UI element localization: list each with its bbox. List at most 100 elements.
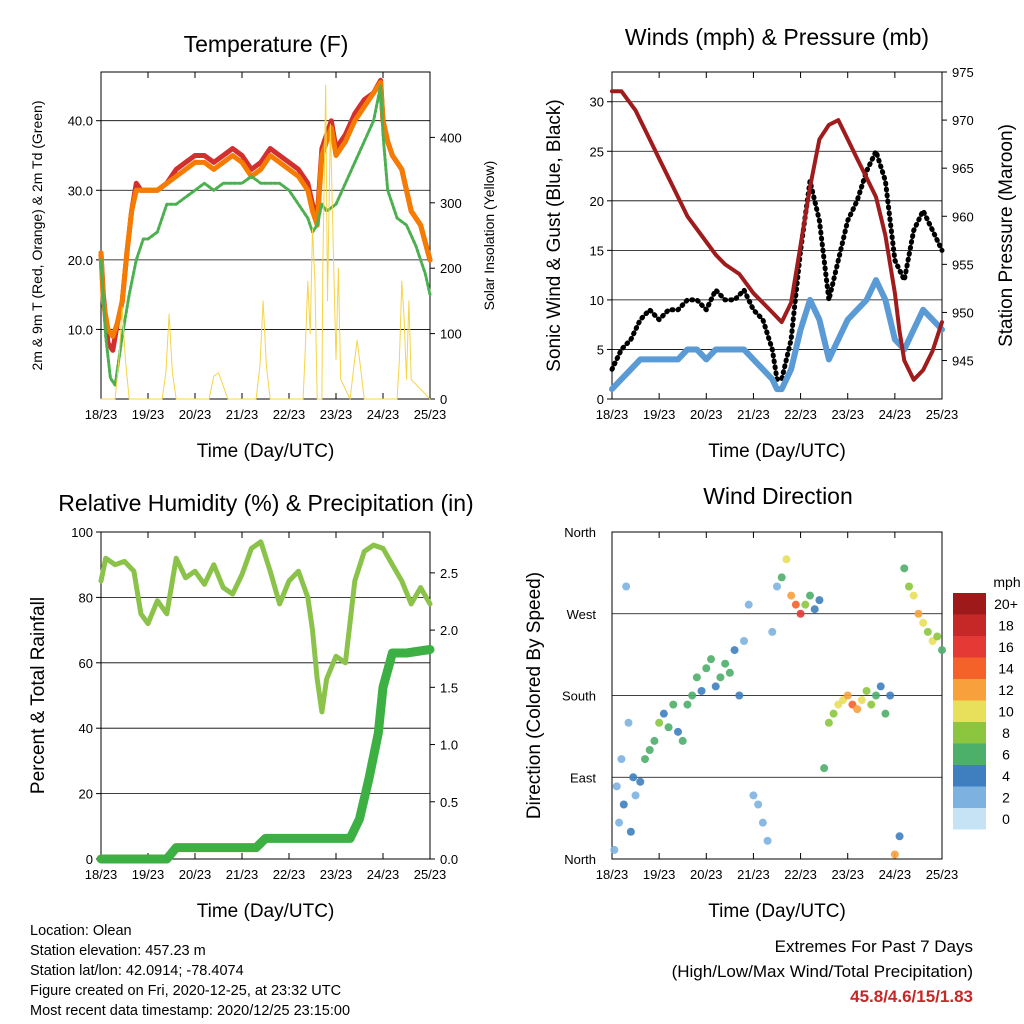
plot-frame xyxy=(611,531,943,860)
y2-tick-label: 970 xyxy=(952,113,974,128)
y-tick-label: 0 xyxy=(86,852,93,867)
x-tick-label: 21/23 xyxy=(737,867,770,882)
y-axis-label: Direction (Colored By Speed) xyxy=(524,572,545,819)
x-tick-label: 21/23 xyxy=(737,407,770,422)
direction-point xyxy=(886,691,895,700)
x-tick-label: 18/23 xyxy=(596,407,629,422)
y-tick-label: South xyxy=(562,689,596,704)
direction-point xyxy=(615,818,624,827)
direction-point xyxy=(631,791,640,800)
y2-tick-label: 975 xyxy=(952,65,974,80)
direction-point xyxy=(857,696,866,705)
direction-point xyxy=(619,800,628,809)
y-tick-label: 30.0 xyxy=(68,183,93,198)
direction-point xyxy=(688,691,697,700)
direction-point xyxy=(787,591,796,600)
station-location: Location: Olean xyxy=(30,923,132,939)
direction-point xyxy=(758,818,767,827)
x-tick-label: 18/23 xyxy=(85,407,118,422)
direction-point xyxy=(674,727,682,736)
y-tick-label: 5 xyxy=(597,342,604,357)
x-tick-label: 25/23 xyxy=(414,407,447,422)
direction-point xyxy=(923,627,932,636)
direction-point xyxy=(697,686,706,695)
colorbar-label: 18 xyxy=(998,617,1014,633)
y2-axis-label: Station Pressure (Maroon) xyxy=(996,124,1017,347)
recent-timestamp: Most recent data timestamp: 2020/12/25 2… xyxy=(30,1003,351,1019)
x-tick-label: 20/23 xyxy=(690,867,723,882)
direction-point xyxy=(725,668,734,677)
y2-tick-label: 1.0 xyxy=(440,738,458,753)
y-tick-label: 100 xyxy=(71,525,93,540)
direction-point xyxy=(707,655,715,664)
direction-point xyxy=(744,600,753,609)
x-axis-label: Time (Day/UTC) xyxy=(197,441,335,462)
direction-point xyxy=(810,605,819,614)
series-pressure xyxy=(610,89,944,382)
x-tick-label: 25/23 xyxy=(926,407,959,422)
colorbar-label: 16 xyxy=(998,639,1014,655)
colorbar-swatch xyxy=(953,593,986,615)
direction-point xyxy=(933,632,942,641)
direction-point xyxy=(777,573,786,582)
direction-point xyxy=(721,659,730,668)
y-axis-label: 2m & 9m T (Red, Orange) & 2m Td (Green) xyxy=(29,101,45,371)
colorbar-swatch xyxy=(953,786,986,808)
y-tick-label: 60 xyxy=(79,656,93,671)
direction-point xyxy=(702,664,711,673)
y2-tick-label: 0.0 xyxy=(440,852,458,867)
plot-frame xyxy=(611,71,943,400)
series-gust xyxy=(609,148,945,382)
direction-point xyxy=(655,718,664,727)
x-tick-label: 22/23 xyxy=(273,407,306,422)
series-solar xyxy=(100,84,431,400)
direction-point xyxy=(678,736,687,745)
colorbar-label: 4 xyxy=(1002,768,1010,784)
x-tick-label: 23/23 xyxy=(831,407,864,422)
direction-point xyxy=(735,691,744,700)
extremes-values: 45.8/4.6/15/1.83 xyxy=(850,987,973,1006)
direction-point xyxy=(612,782,621,791)
colorbar-swatch xyxy=(953,722,986,744)
colorbar-label: 10 xyxy=(998,703,1014,719)
direction-point xyxy=(629,773,638,782)
y-tick-label: 40.0 xyxy=(68,114,93,129)
direction-point xyxy=(768,627,777,636)
x-tick-label: 24/23 xyxy=(879,407,912,422)
direction-point xyxy=(900,564,909,573)
direction-point xyxy=(782,555,791,564)
direction-point xyxy=(645,746,654,754)
y-tick-label: 20.0 xyxy=(68,253,93,268)
y-tick-label: 20 xyxy=(79,787,93,802)
series-rh xyxy=(98,539,433,715)
direction-point xyxy=(796,609,805,618)
y2-tick-label: 0 xyxy=(440,392,447,407)
y2-tick-label: 1.5 xyxy=(440,680,458,695)
extremes-title: Extremes For Past 7 Days xyxy=(774,937,973,956)
series-precip xyxy=(96,645,435,864)
colorbar-label: 6 xyxy=(1002,746,1010,762)
plot-frame xyxy=(100,531,431,860)
colorbar-unit: mph xyxy=(993,574,1020,590)
y-tick-label: 10 xyxy=(590,293,604,308)
x-tick-label: 21/23 xyxy=(226,407,259,422)
direction-point xyxy=(773,582,781,591)
x-tick-label: 21/23 xyxy=(226,867,259,882)
series-temp9m xyxy=(98,79,433,339)
direction-point xyxy=(664,723,673,732)
x-tick-label: 20/23 xyxy=(179,407,212,422)
direction-point xyxy=(749,791,758,800)
x-tick-label: 23/23 xyxy=(831,867,864,882)
direction-point xyxy=(754,800,763,809)
y-tick-label: 25 xyxy=(590,144,604,159)
x-tick-label: 23/23 xyxy=(320,867,353,882)
x-tick-label: 22/23 xyxy=(784,407,817,422)
y-tick-label: East xyxy=(570,770,596,785)
y2-tick-label: 2.0 xyxy=(440,623,458,638)
y-tick-label: 0 xyxy=(597,392,604,407)
direction-point xyxy=(824,718,833,727)
direction-point xyxy=(669,700,678,709)
y-tick-label: North xyxy=(564,852,596,867)
x-tick-label: 19/23 xyxy=(132,407,165,422)
x-tick-label: 22/23 xyxy=(273,867,306,882)
